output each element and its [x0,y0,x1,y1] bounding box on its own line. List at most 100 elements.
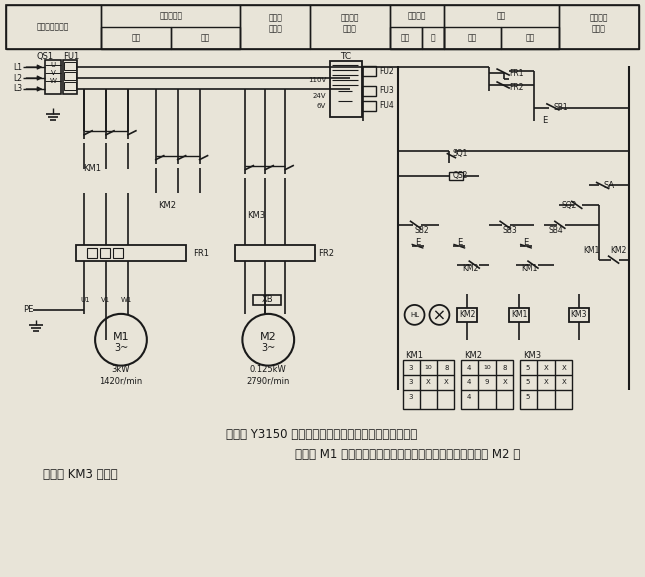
Bar [6,5,101,49]
Bar [101,27,171,49]
Text: W1: W1 [121,297,133,303]
Text: V1: V1 [101,297,111,303]
Text: 2790r/min: 2790r/min [246,376,290,385]
Text: 控制电源
变压器: 控制电源 变压器 [341,14,359,33]
Bar [100,248,110,258]
Bar [569,308,589,322]
Text: FR1: FR1 [509,69,524,77]
Text: KM1: KM1 [511,310,527,320]
Text: 9: 9 [485,379,490,384]
Bar [444,5,559,49]
Text: 主轴电动机: 主轴电动机 [159,12,183,21]
Text: 0.125kW: 0.125kW [250,365,286,374]
Text: X: X [544,379,548,384]
Text: 电源开关及保护: 电源开关及保护 [37,23,70,32]
Text: 3kW: 3kW [112,365,130,374]
Text: FU3: FU3 [380,87,395,95]
Text: KM2: KM2 [158,201,176,210]
Text: SB4: SB4 [549,226,564,235]
Text: KM1: KM1 [584,246,600,254]
Text: FU2: FU2 [380,66,394,76]
Bar [76,245,186,261]
Text: U: U [51,62,56,68]
Text: PE: PE [23,305,34,314]
Bar [362,66,376,76]
Bar [330,61,362,117]
Text: 3~: 3~ [114,343,128,353]
Bar [6,5,639,49]
Bar [235,245,315,261]
Text: V: V [51,70,55,76]
Text: KM3: KM3 [571,310,587,320]
Text: 10: 10 [483,365,491,370]
Text: FR2: FR2 [318,249,334,258]
Text: M2: M2 [260,332,277,342]
Text: 5: 5 [526,395,530,400]
Bar [520,359,572,410]
Text: SQ1: SQ1 [452,149,468,158]
Bar [64,62,76,70]
Text: 1420r/min: 1420r/min [99,376,143,385]
Text: X: X [544,365,548,370]
Bar [461,359,513,410]
Text: SB1: SB1 [554,103,568,113]
Text: M1: M1 [113,332,129,342]
Text: 110V: 110V [308,77,326,83]
Text: KM1: KM1 [83,164,101,173]
Text: 正转: 正转 [132,33,141,43]
Text: 指示: 指示 [401,33,410,43]
Text: QS2: QS2 [452,171,468,180]
Text: 顺钣: 顺钣 [526,33,535,43]
Text: 4: 4 [467,365,471,370]
Text: 冷却泵
电动机: 冷却泵 电动机 [268,14,282,33]
Bar [87,248,97,258]
Text: E: E [542,117,548,125]
Text: 灯: 灯 [430,33,435,43]
Bar [64,82,76,90]
Text: 冷却泵电
机控制: 冷却泵电 机控制 [590,14,608,33]
Text: X: X [426,379,431,384]
Text: QS1: QS1 [36,51,54,61]
Text: X: X [502,379,508,384]
Text: 3: 3 [408,395,413,400]
Bar [444,27,501,49]
Text: KM2: KM2 [610,246,627,254]
Text: KM1: KM1 [521,264,537,272]
Bar [45,60,61,94]
Text: SB3: SB3 [502,226,517,235]
Bar [457,308,477,322]
Bar [509,308,529,322]
Text: W: W [50,78,57,84]
Bar [450,171,463,179]
Text: L3: L3 [14,84,23,93]
Text: XB: XB [261,295,273,305]
Text: 10: 10 [424,365,432,370]
Text: KM3: KM3 [248,211,266,220]
Text: X: X [444,379,449,384]
Text: 24V: 24V [312,93,326,99]
Text: E: E [457,238,462,247]
Text: FR1: FR1 [193,249,208,258]
Text: 3~: 3~ [261,343,275,353]
Text: FR2: FR2 [509,84,524,92]
Text: 逆钣: 逆钣 [468,33,477,43]
Text: FU1: FU1 [63,51,79,61]
Text: 4: 4 [467,379,471,384]
Bar [402,359,454,410]
Bar [422,27,444,49]
Text: X: X [561,365,566,370]
Text: HL: HL [410,312,419,318]
Text: 5: 5 [526,379,530,384]
Bar [310,5,390,49]
Text: KM2: KM2 [462,264,479,272]
Bar [171,27,241,49]
Text: 3: 3 [408,379,413,384]
Bar [101,5,241,49]
Bar [362,86,376,96]
Text: 8: 8 [503,365,508,370]
Text: FU4: FU4 [380,102,395,110]
Text: SB2: SB2 [415,226,429,235]
Text: SA: SA [604,181,615,190]
Bar [241,5,310,49]
Text: 3: 3 [408,365,413,370]
